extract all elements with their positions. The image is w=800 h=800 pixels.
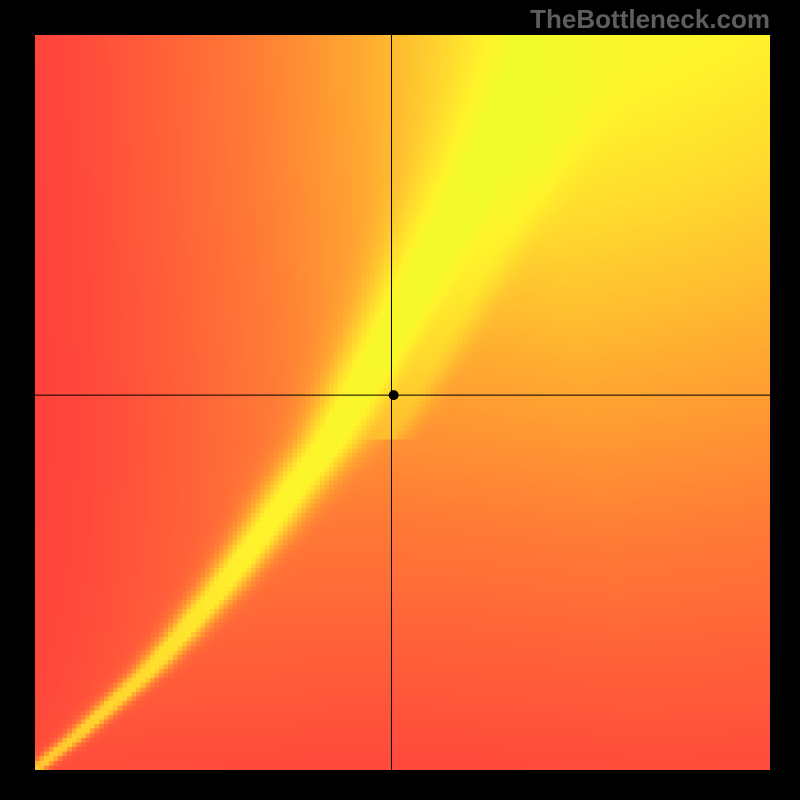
bottleneck-heatmap [35,35,770,770]
chart-container: TheBottleneck.com [0,0,800,800]
watermark-text: TheBottleneck.com [530,4,770,35]
